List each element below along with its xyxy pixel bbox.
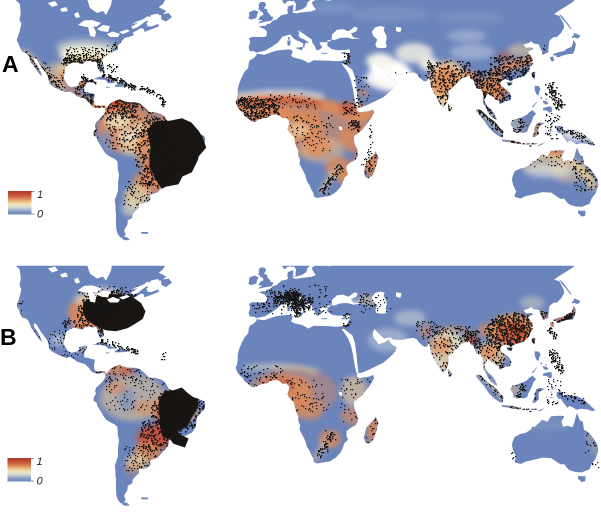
svg-text:1: 1 — [37, 189, 43, 201]
svg-text:A: A — [2, 51, 19, 77]
svg-text:1: 1 — [37, 456, 43, 468]
svg-text:0: 0 — [37, 209, 44, 221]
svg-text:0: 0 — [37, 476, 44, 488]
svg-text:B: B — [0, 324, 17, 350]
